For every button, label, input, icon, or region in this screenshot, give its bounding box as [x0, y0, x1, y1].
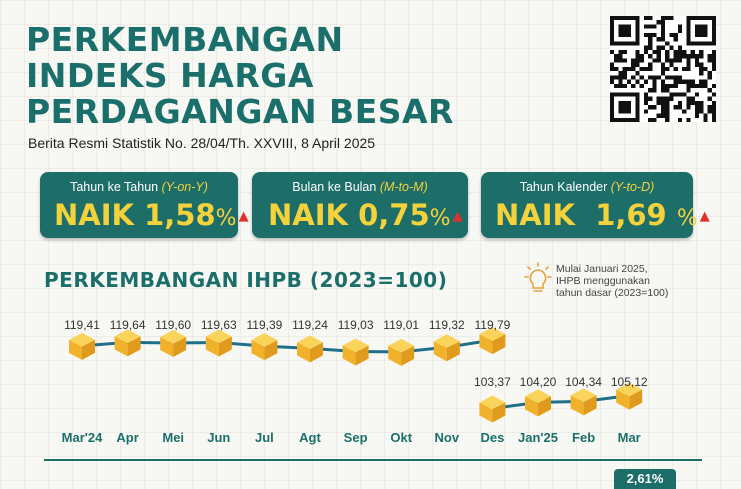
data-label: 104,34	[565, 375, 602, 389]
data-point	[525, 389, 551, 417]
x-tick-label: Jul	[255, 430, 274, 445]
card-label: Bulan ke Bulan (M-to-M)	[292, 180, 428, 194]
chart-title: PERKEMBANGAN IHPB (2023=100)	[44, 268, 448, 292]
release-info: Berita Resmi Statistik No. 28/04/Th. XXV…	[28, 135, 376, 151]
series-line-2	[492, 394, 630, 410]
data-label: 119,64	[110, 318, 146, 332]
x-tick-label: Nov	[435, 430, 460, 445]
card-year-to-date: Tahun Kalender (Y-to-D) NAIK 1,69 % ▲	[481, 172, 710, 238]
data-point	[433, 334, 460, 362]
data-label: 119,24	[292, 318, 328, 332]
data-label: 119,39	[246, 318, 282, 332]
up-arrow-icon: ▲	[238, 209, 249, 224]
data-label: 119,79	[474, 318, 510, 332]
data-point	[479, 395, 506, 423]
data-point	[114, 329, 141, 357]
data-point	[297, 335, 323, 363]
lightbulb-icon	[524, 262, 552, 292]
x-tick-label: Jan'25	[518, 430, 558, 445]
card-label: Tahun ke Tahun (Y-on-Y)	[70, 180, 208, 194]
data-point	[342, 338, 369, 366]
card-value: NAIK 0,75% ▲	[268, 198, 463, 232]
page-title: PERKEMBANGAN INDEKS HARGA PERDAGANGAN BE…	[26, 22, 454, 130]
bottom-badge: 2,61%	[614, 469, 676, 489]
data-point	[205, 329, 232, 357]
title-line-2: INDEKS HARGA	[26, 56, 314, 95]
data-label: 119,60	[155, 318, 191, 332]
data-point	[251, 333, 278, 361]
data-label: 119,01	[383, 318, 419, 332]
title-line-3: PERDAGANGAN BESAR	[26, 92, 454, 131]
data-label: 119,41	[64, 318, 100, 332]
up-arrow-icon: ▲	[452, 209, 463, 224]
data-point	[479, 327, 506, 355]
divider	[44, 459, 702, 461]
x-tick-label: Jun	[207, 430, 230, 445]
data-label: 105,12	[611, 375, 648, 389]
data-point	[570, 388, 597, 416]
data-point	[616, 382, 643, 410]
data-label: 119,63	[201, 318, 237, 332]
up-arrow-icon: ▲	[699, 209, 710, 224]
card-value: NAIK 1,58% ▲	[54, 198, 249, 232]
x-tick-label: Feb	[572, 430, 595, 445]
card-label: Tahun Kalender (Y-to-D)	[519, 180, 655, 194]
x-tick-label: Okt	[390, 430, 412, 445]
base-year-note: Mulai Januari 2025, IHPB menggunakan tah…	[556, 263, 669, 299]
data-label: 104,20	[520, 375, 557, 389]
x-tick-label: Agt	[299, 430, 321, 445]
x-tick-label: Sep	[344, 430, 368, 445]
data-label: 119,32	[429, 318, 465, 332]
title-line-1: PERKEMBANGAN	[26, 20, 344, 59]
x-tick-label: Mar	[618, 430, 641, 445]
data-label: 119,03	[338, 318, 374, 332]
x-tick-label: Des	[480, 430, 504, 445]
card-value: NAIK 1,69 % ▲	[495, 198, 710, 232]
x-tick-label: Apr	[116, 430, 138, 445]
data-point	[69, 332, 95, 360]
card-month-to-month: Bulan ke Bulan (M-to-M) NAIK 0,75% ▲	[252, 172, 468, 238]
x-tick-label: Mar'24	[62, 430, 103, 445]
x-tick-label: Mei	[162, 430, 184, 445]
data-point	[160, 330, 187, 357]
data-label: 103,37	[474, 375, 511, 389]
qr-code-icon	[610, 16, 716, 122]
series-line-1	[81, 338, 493, 354]
data-point	[388, 338, 415, 366]
card-year-on-year: Tahun ke Tahun (Y-on-Y) NAIK 1,58% ▲	[40, 172, 249, 238]
